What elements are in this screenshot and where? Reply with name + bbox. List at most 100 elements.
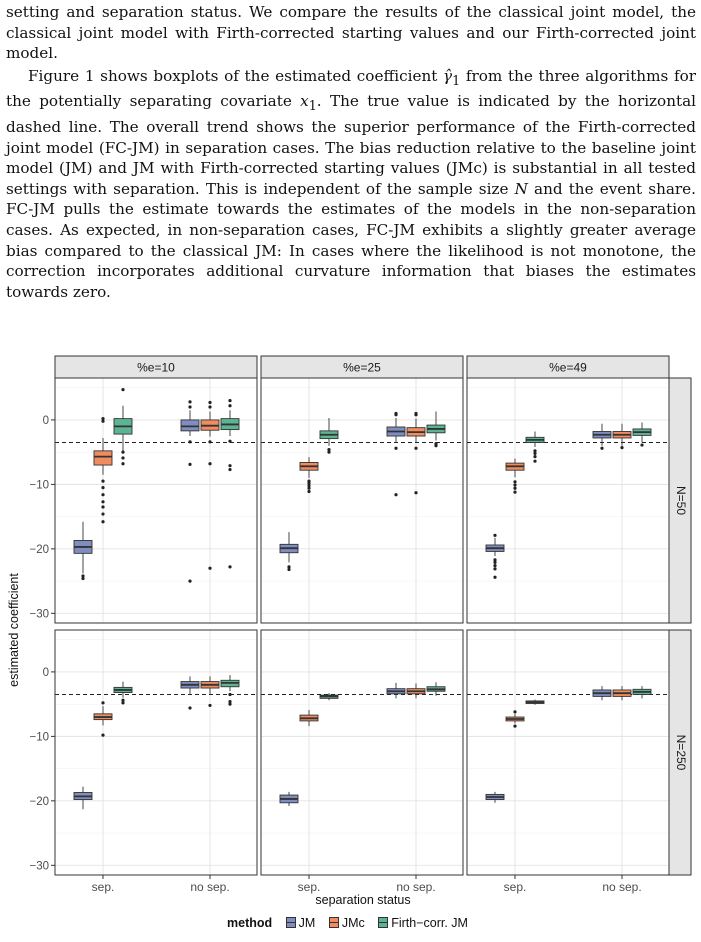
- outlier-point: [121, 701, 125, 705]
- panel-r1-c2: [260, 377, 464, 624]
- panel-border: [466, 629, 670, 876]
- gamma-subscript: 1: [452, 72, 461, 88]
- y-tick-label: 0: [43, 667, 49, 679]
- outlier-point: [493, 533, 497, 537]
- panel-border: [260, 629, 464, 876]
- outlier-point: [121, 450, 125, 454]
- box-jmc-sep: [299, 457, 319, 494]
- box-jm-sep: [279, 791, 299, 807]
- outlier-point: [307, 486, 311, 490]
- outlier-point: [101, 701, 105, 705]
- outlier-point: [533, 455, 537, 459]
- facet-strip-label-col-1: %e=10: [137, 361, 175, 375]
- outlier-point: [228, 404, 232, 408]
- outlier-point: [101, 479, 105, 483]
- panel-background: [261, 630, 463, 875]
- panel-r2-c1: [54, 629, 258, 876]
- outlier-point: [101, 417, 105, 421]
- outlier-point: [513, 724, 517, 728]
- box-jmc-sep: [299, 709, 319, 727]
- outlier-point: [121, 456, 125, 460]
- outlier-point: [533, 449, 537, 453]
- outlier-point: [208, 566, 212, 570]
- outlier-point: [394, 493, 398, 497]
- box-jm-nosep: [180, 676, 200, 710]
- outlier-point: [394, 411, 398, 416]
- paragraph-2-part-1: Figure 1 shows boxplots of the estimated…: [28, 66, 444, 85]
- y-axis-title: estimated coefficient: [7, 573, 21, 687]
- legend-key-jmc: [328, 917, 339, 928]
- paragraph-2-part-2: from the three algorithms for the potent…: [6, 66, 696, 111]
- panel-background: [467, 378, 669, 623]
- facet-strip-label-row-2: N=250: [674, 735, 688, 771]
- box-jmc-nosep: [612, 423, 632, 450]
- outlier-point: [533, 451, 537, 456]
- legend-key-firth: [378, 917, 389, 928]
- outlier-point: [513, 486, 517, 490]
- outlier-point: [101, 733, 105, 737]
- outlier-point: [228, 692, 232, 697]
- box-iqr: [180, 419, 200, 432]
- box-firth-corr-jm-nosep: [426, 682, 446, 696]
- box-jmc-nosep: [200, 400, 220, 570]
- outlier-point: [513, 710, 517, 714]
- y-tick-label: 0: [43, 415, 49, 427]
- outlier-point: [513, 490, 517, 494]
- outlier-point: [188, 405, 192, 409]
- panel-r1-c1: [54, 377, 258, 624]
- outlier-point: [513, 480, 517, 484]
- box-firth-corr-jm-sep: [319, 417, 339, 454]
- panel-background: [467, 630, 669, 875]
- outlier-point: [640, 443, 644, 447]
- box-firth-corr-jm-sep: [113, 681, 133, 705]
- outlier-point: [228, 439, 232, 443]
- y-tick-label: −30: [29, 860, 49, 872]
- box-jm-nosep: [386, 411, 406, 497]
- legend-label-jmc: JMc: [341, 916, 365, 930]
- y-tick-label: −10: [29, 731, 49, 743]
- box-jm-nosep: [386, 682, 406, 699]
- outlier-point: [101, 512, 105, 516]
- outlier-point: [228, 699, 232, 704]
- n-symbol: N: [514, 179, 528, 198]
- paragraph-1: setting and separation status. We compar…: [6, 3, 696, 63]
- box-firth-corr-jm-sep: [113, 388, 133, 466]
- panel-r1-c3: [466, 377, 670, 624]
- outlier-point: [228, 467, 232, 472]
- y-tick-label: −20: [29, 796, 49, 808]
- box-firth-corr-jm-nosep: [426, 411, 446, 448]
- outlier-point: [101, 505, 105, 509]
- box-firth-corr-jm-sep: [319, 693, 339, 701]
- legend-title: method: [227, 916, 273, 930]
- box-firth-corr-jm-nosep: [632, 422, 652, 447]
- outlier-point: [327, 447, 331, 452]
- outlier-point: [493, 560, 497, 564]
- facet-strip-label-col-3: %e=49: [549, 361, 587, 375]
- gamma-symbol: γ̂: [443, 66, 453, 85]
- outlier-point: [414, 446, 418, 450]
- paragraph-2-part-3: . The true value is indicated by the hor…: [6, 92, 696, 198]
- legend: method JM JMc Firth−corr. JM: [0, 916, 701, 930]
- box-jm-sep: [73, 521, 93, 581]
- panel-border: [54, 629, 258, 876]
- box-jmc-sep: [93, 417, 113, 524]
- box-jmc-sep: [505, 710, 525, 728]
- legend-label-jm: JM: [298, 916, 316, 930]
- box-firth-corr-jm-nosep: [220, 675, 240, 706]
- body-text: setting and separation status. We compar…: [6, 2, 696, 302]
- box-jmc-nosep: [406, 411, 426, 495]
- outlier-point: [513, 483, 517, 487]
- outlier-point: [307, 484, 311, 488]
- outlier-point: [434, 444, 438, 448]
- outlier-point: [327, 450, 331, 454]
- outlier-point: [101, 486, 105, 490]
- box-jm-sep: [485, 791, 505, 803]
- panel-border: [466, 377, 670, 624]
- y-tick-label: −30: [29, 608, 49, 620]
- box-jm-sep: [279, 532, 299, 572]
- outlier-point: [394, 446, 398, 450]
- outlier-point: [287, 565, 291, 569]
- panel-r2-c3: [466, 629, 670, 876]
- box-jm-nosep: [180, 400, 200, 583]
- outlier-point: [533, 459, 537, 463]
